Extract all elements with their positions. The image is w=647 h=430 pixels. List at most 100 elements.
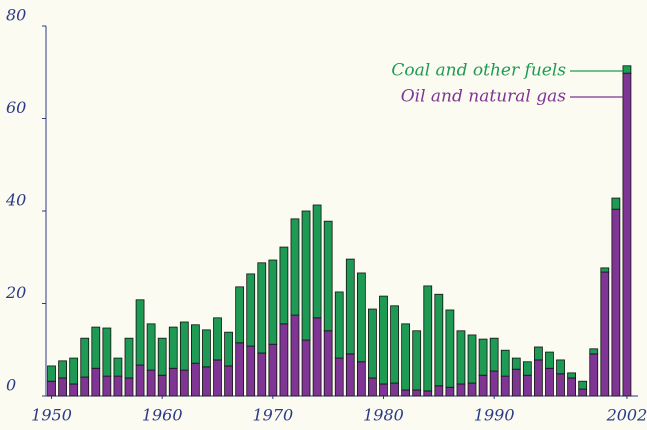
bar-segment — [323, 330, 333, 397]
bar-segment — [556, 359, 565, 375]
bar-segment — [412, 389, 422, 397]
bar-segment — [511, 368, 521, 397]
bar-segment — [334, 357, 344, 397]
bar-segment — [556, 373, 565, 397]
bar-segment — [345, 258, 355, 355]
bar-segment — [135, 299, 145, 366]
bar-segment — [456, 330, 466, 385]
bar-segment — [611, 208, 621, 397]
x-tick-label: 1970 — [252, 406, 293, 425]
bar-segment — [246, 273, 256, 347]
y-tick-label: 60 — [6, 98, 26, 117]
bar-segment — [124, 337, 134, 379]
bar-segment — [445, 386, 455, 397]
bar-segment — [478, 338, 488, 376]
bar-segment — [611, 197, 621, 210]
bar-segment — [379, 295, 388, 385]
bar-segment — [80, 376, 90, 397]
bar-segment — [545, 351, 554, 369]
bar-segment — [47, 380, 56, 397]
bar-segment — [456, 383, 466, 397]
bar-segment — [368, 308, 377, 379]
bar-segment — [434, 293, 444, 387]
y-tick-label: 80 — [6, 6, 26, 25]
y-tick-label: 0 — [6, 376, 16, 395]
bar-segment — [146, 369, 156, 397]
bar-segment — [368, 377, 377, 397]
bar-segment — [489, 337, 499, 372]
bar-segment — [58, 360, 67, 379]
bar-segment — [334, 291, 344, 359]
bar-segment — [589, 353, 599, 397]
bar-segment — [224, 365, 233, 397]
legend-label: Coal and other fuels — [391, 61, 566, 81]
bar-segment — [202, 329, 211, 368]
bar-segment — [113, 375, 123, 397]
bar-segment — [390, 305, 399, 384]
bar-segment — [600, 271, 610, 397]
bar-segment — [190, 362, 200, 397]
bar-segment — [257, 352, 267, 397]
bar-segment — [47, 365, 56, 382]
bar-segment — [445, 309, 455, 388]
bar-segment — [246, 345, 256, 397]
bar-segment — [356, 361, 366, 397]
bar-segment — [356, 272, 366, 363]
bar-segment — [423, 285, 433, 392]
bar-segment — [600, 267, 610, 273]
bar-segment — [146, 323, 156, 371]
bar-segment — [235, 286, 245, 344]
bar-segment — [412, 330, 422, 391]
bar-segment — [545, 367, 554, 397]
bar-segment — [91, 326, 101, 369]
bar-segment — [567, 372, 576, 379]
bar-segment — [290, 218, 300, 316]
bar-segment — [312, 204, 322, 319]
bar-segment — [511, 357, 521, 370]
y-tick-label: 40 — [5, 191, 26, 210]
x-tick-label: 1950 — [31, 406, 72, 425]
bar-segment — [434, 385, 444, 397]
legend-label: Oil and natural gas — [401, 87, 567, 107]
bar-segment — [213, 359, 222, 397]
bar-segment — [290, 314, 300, 397]
bar-segment — [622, 72, 632, 397]
bar-segment — [124, 377, 134, 397]
y-tick-label: 20 — [5, 283, 26, 302]
bar-segment — [379, 383, 388, 397]
bar-segment — [478, 374, 488, 397]
bar-segment — [102, 375, 112, 397]
bar-segment — [423, 390, 433, 397]
bar-segment — [622, 65, 632, 74]
bar-segment — [168, 326, 178, 369]
bar-segment — [578, 380, 588, 390]
bar-segment — [69, 383, 79, 397]
bar-segment — [489, 370, 499, 397]
bar-segment — [279, 323, 289, 397]
bar-segment — [589, 348, 599, 355]
bar-segment — [467, 334, 477, 384]
bar-segment — [534, 346, 543, 361]
bar-segment — [301, 339, 311, 397]
bar-segment — [224, 331, 233, 367]
bar-segment — [80, 337, 90, 378]
bar-segment — [168, 367, 178, 397]
bar-segment — [279, 246, 289, 325]
bar-segment — [467, 382, 477, 397]
bar-segment — [179, 369, 189, 397]
x-tick-label: 2002 — [606, 406, 647, 425]
bar-segment — [157, 374, 167, 397]
bar-segment — [213, 317, 222, 361]
bar-segment — [390, 382, 399, 397]
bar-segment — [567, 377, 576, 397]
bar-segment — [578, 388, 588, 397]
bar-segment — [179, 321, 189, 371]
bar-segment — [401, 389, 411, 397]
x-tick-label: 1980 — [363, 406, 404, 425]
bar-segment — [323, 220, 333, 332]
bar-segment — [202, 366, 211, 397]
bar-segment — [522, 374, 532, 397]
bar-segment — [312, 317, 322, 397]
bar-segment — [257, 262, 267, 354]
